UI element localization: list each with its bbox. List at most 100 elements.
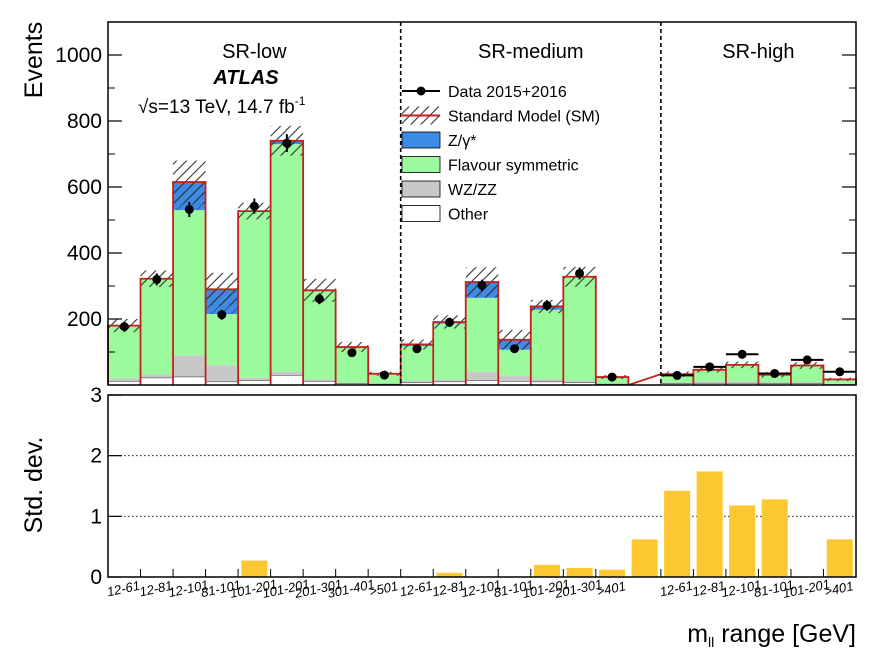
- flavour-symmetric-bar: [498, 349, 531, 377]
- wzzz-bar: [465, 372, 499, 381]
- wzzz-bar: [498, 376, 531, 382]
- legend-swatch-fs: [401, 156, 441, 173]
- upper-frame: [107, 21, 857, 386]
- region-label: SR-low: [222, 41, 287, 63]
- flavour-symmetric-bar: [758, 374, 791, 383]
- wzzz-bar: [108, 378, 141, 382]
- x-tick-label: >401: [823, 578, 855, 599]
- axis-ticks: 2004006008001000012312-6112-8112-10181-1…: [55, 44, 856, 601]
- flavour-symmetric-bar: [173, 210, 206, 356]
- wzzz-bar: [270, 371, 304, 376]
- data-point: [314, 294, 324, 304]
- data-point: [737, 349, 747, 359]
- flavour-symmetric-bar: [303, 290, 336, 380]
- other-bar: [270, 374, 304, 386]
- data-point: [477, 280, 487, 290]
- data-point: [672, 370, 682, 380]
- significance-bar: [826, 539, 853, 577]
- x-axis-title: mll range [GeV]: [687, 620, 856, 650]
- region-label: SR-medium: [478, 41, 584, 63]
- flavour-symmetric-bar: [205, 314, 239, 366]
- significance-bar: [729, 505, 756, 577]
- x-tick-label: 12-81: [138, 578, 174, 600]
- data-point: [802, 355, 812, 365]
- significance-bar: [631, 539, 658, 577]
- other-bar: [140, 377, 174, 386]
- data-points-group: [119, 134, 856, 382]
- legend-label-wz: WZ/ZZ: [448, 182, 497, 199]
- wzzz-bar: [173, 355, 206, 377]
- legend-label-fs: Flavour symmetric: [448, 158, 579, 175]
- legend-label-sm: Standard Model (SM): [448, 109, 600, 126]
- data-point: [184, 204, 194, 214]
- upper-y-tick-label: 1000: [55, 44, 102, 67]
- stacked-bars-group: [107, 140, 857, 386]
- legend-swatch-z: [401, 131, 441, 149]
- data-point: [249, 201, 259, 211]
- data-point: [412, 344, 422, 354]
- legend: Data 2015+2016 Standard Model (SM) Z/γ* Fla…: [401, 84, 600, 224]
- atlas-label: ATLAS: [212, 67, 279, 89]
- lower-y-tick-label: 2: [90, 445, 102, 468]
- wzzz-bar: [725, 381, 759, 384]
- x-tick-label: 12-61: [106, 578, 142, 600]
- data-point: [705, 362, 715, 372]
- flavour-symmetric-bar: [530, 309, 564, 380]
- energy-label-main: √s=13 TeV, 14.7 fb: [138, 97, 295, 118]
- significance-bar: [696, 471, 723, 577]
- lower-frame: [107, 394, 857, 578]
- significance-bar: [241, 560, 268, 577]
- data-point: [217, 310, 227, 320]
- significance-bar: [534, 564, 561, 577]
- significance-bar: [566, 567, 593, 577]
- energy-label-exp: -1: [295, 94, 306, 108]
- x-axis-title-rest: range [GeV]: [714, 620, 856, 648]
- x-tick-label: >401: [595, 578, 627, 599]
- legend-swatch-other: [401, 205, 441, 222]
- x-axis-title-sub: ll: [708, 634, 714, 650]
- data-point: [510, 344, 520, 354]
- x-tick-label: 12-81: [431, 578, 467, 600]
- flavour-symmetric-bar: [823, 379, 856, 385]
- data-point: [379, 370, 389, 380]
- x-tick-label: 12-61: [398, 578, 434, 600]
- wzzz-bar: [140, 374, 174, 378]
- legend-label-data: Data 2015+2016: [448, 84, 567, 101]
- data-point: [152, 274, 162, 284]
- wzzz-bar: [400, 380, 434, 383]
- wzzz-bar: [303, 379, 336, 382]
- region-label: SR-high: [722, 41, 794, 63]
- significance-bar: [436, 572, 463, 577]
- flavour-symmetric-bar: [693, 369, 726, 382]
- other-bar: [172, 376, 206, 386]
- lower-y-tick-label: 1: [90, 505, 102, 528]
- lower-y-tick-label: 0: [90, 566, 102, 589]
- data-point: [607, 372, 617, 382]
- energy-label: √s=13 TeV, 14.7 fb-1: [138, 94, 306, 118]
- data-point: [770, 368, 780, 378]
- flavour-symmetric-bar: [140, 278, 174, 375]
- x-tick-label: >501: [368, 578, 400, 599]
- wzzz-bar: [433, 379, 466, 382]
- flavour-symmetric-bar: [465, 297, 499, 373]
- significance-bars-group: [108, 394, 856, 577]
- legend-label-z: Z/γ*: [448, 133, 476, 150]
- plot-frames: [107, 21, 857, 578]
- data-point: [835, 367, 845, 377]
- region-separators: [399, 22, 662, 385]
- flavour-symmetric-bar: [563, 276, 596, 381]
- wzzz-bar: [335, 382, 369, 384]
- x-tick-label: 12-61: [658, 578, 694, 600]
- data-point: [282, 138, 292, 148]
- wzzz-bar: [238, 377, 271, 381]
- wzzz-bar: [660, 382, 694, 384]
- flavour-symmetric-bar: [790, 365, 824, 383]
- significance-bar: [599, 569, 626, 577]
- data-point: [444, 317, 454, 327]
- data-point: [575, 268, 585, 278]
- flavour-symmetric-bar: [725, 364, 759, 382]
- legend-swatch-wz: [401, 180, 441, 198]
- data-point: [119, 322, 129, 332]
- flavour-symmetric-bar: [270, 144, 304, 372]
